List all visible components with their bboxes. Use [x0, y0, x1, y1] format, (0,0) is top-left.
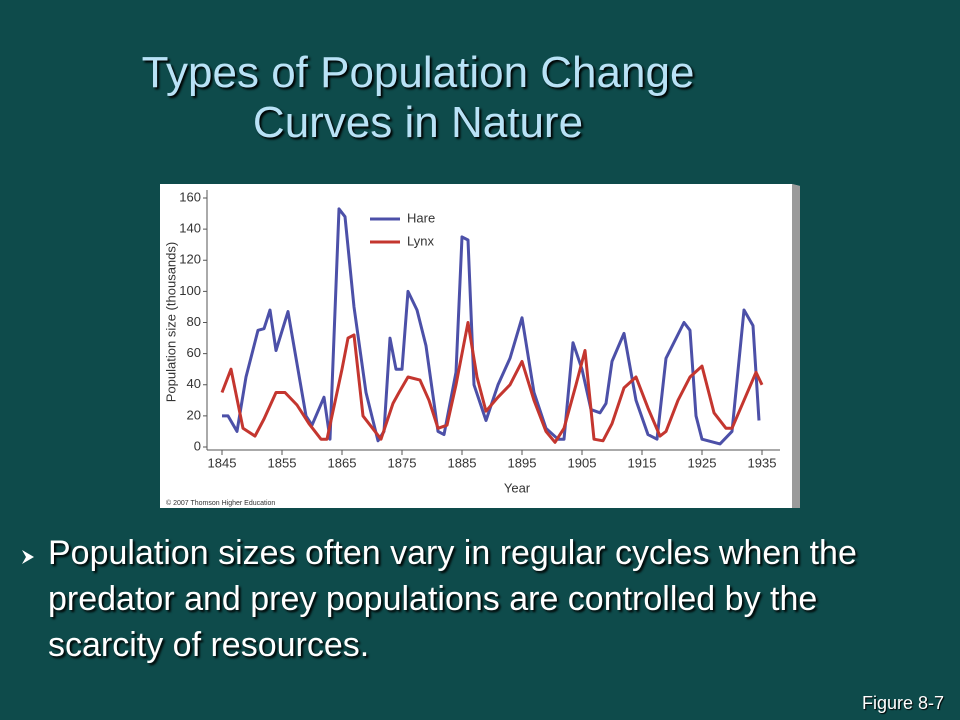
y-tick-label: 40: [187, 376, 201, 391]
y-tick-label: 0: [194, 438, 201, 453]
y-tick-label: 20: [187, 407, 201, 422]
bullet-text: Population sizes often vary in regular c…: [48, 534, 857, 664]
y-tick-label: 140: [179, 221, 201, 236]
panel-side: [792, 184, 800, 508]
x-tick-label: 1935: [748, 455, 777, 470]
x-tick-label: 1875: [388, 455, 417, 470]
series-line: [222, 207, 761, 446]
x-tick-label: 1865: [328, 455, 357, 470]
x-tick-label: 1885: [448, 455, 477, 470]
y-tick-label: 80: [187, 314, 201, 329]
x-tick-label: 1925: [688, 455, 717, 470]
slide-title: Types of Population Change Curves in Nat…: [141, 48, 695, 147]
x-axis-label: Year: [504, 480, 531, 495]
x-tick-label: 1895: [508, 455, 537, 470]
y-tick-label: 160: [179, 189, 201, 204]
x-tick-label: 1845: [208, 455, 237, 470]
panel: [160, 184, 792, 508]
x-tick-label: 1905: [568, 455, 597, 470]
y-tick-label: 100: [179, 283, 201, 298]
legend-label: Lynx: [407, 233, 434, 248]
y-axis-label: Population size (thousands): [163, 242, 178, 402]
legend-label: Hare: [407, 210, 435, 225]
x-tick-label: 1855: [268, 455, 297, 470]
bullet: Population sizes often vary in regular c…: [48, 530, 878, 668]
figure-label: Figure 8-7: [861, 693, 944, 713]
credit: © 2007 Thomson Higher Education: [166, 499, 275, 507]
y-tick-label: 120: [179, 252, 201, 267]
y-tick-label: 60: [187, 345, 201, 360]
x-tick-label: 1915: [628, 455, 657, 470]
series-line: [220, 321, 764, 444]
